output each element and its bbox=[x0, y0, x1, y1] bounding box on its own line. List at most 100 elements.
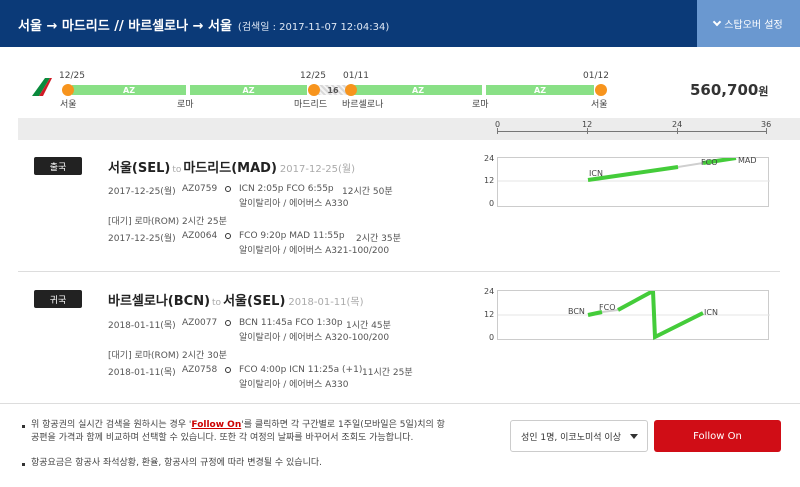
timeline-city: 서울 bbox=[591, 100, 608, 110]
scale-tick bbox=[766, 128, 767, 134]
timeline-city: 서울 bbox=[60, 100, 77, 110]
header-bar bbox=[0, 0, 800, 47]
leg-to-word: to bbox=[212, 298, 222, 308]
scale-tick bbox=[677, 128, 678, 134]
timeline-city: 마드리드 bbox=[294, 100, 328, 110]
circle-icon bbox=[225, 233, 231, 239]
footer-note-2: 항공요금은 항공사 좌석상황, 환율, 항공사의 규정에 따라 변경될 수 있습… bbox=[31, 458, 323, 468]
leg-date: 2018-01-11(목) bbox=[288, 297, 364, 308]
route-text: 서울 → 마드리드 // 바르셀로나 → 서울 bbox=[18, 19, 232, 34]
segment-label-2: AZ bbox=[242, 85, 255, 95]
flight-date: 2017-12-25(월) bbox=[108, 187, 176, 197]
outbound-chart-svg bbox=[498, 158, 770, 182]
flight-duration: 2시간 35분 bbox=[356, 234, 401, 244]
flight-number: AZ0759 bbox=[182, 184, 218, 194]
price-unit: 원 bbox=[758, 85, 769, 98]
timeline-date: 12/25 bbox=[59, 71, 85, 81]
flight-duration: 12시간 50분 bbox=[342, 187, 393, 197]
flight-number: AZ0077 bbox=[182, 318, 218, 328]
flight-airline: 알이탈리아 / 에어버스 A330 bbox=[239, 199, 349, 209]
chart-point-label: ICN bbox=[704, 308, 718, 317]
leg-divider bbox=[18, 271, 780, 272]
chart-y-label: 12 bbox=[484, 176, 495, 185]
time-scale-axis bbox=[497, 131, 767, 132]
flight-date: 2018-01-11(목) bbox=[108, 368, 176, 378]
chart-y-label: 0 bbox=[489, 333, 495, 342]
follow-on-button[interactable]: Follow On bbox=[654, 420, 781, 452]
flight-times: BCN 11:45a FCO 1:30p bbox=[239, 318, 343, 328]
scale-label: 36 bbox=[761, 120, 772, 129]
scale-label: 24 bbox=[672, 120, 683, 129]
timeline-dot bbox=[595, 84, 607, 96]
follow-on-link[interactable]: Follow On bbox=[191, 420, 242, 430]
timeline-date: 01/11 bbox=[343, 71, 369, 81]
chart-point-label: ICN bbox=[589, 169, 603, 178]
chart-point-label: FCO bbox=[701, 158, 718, 167]
stopover-button-label: 스탑오버 설정 bbox=[724, 20, 783, 31]
chart-y-label: 12 bbox=[484, 310, 495, 319]
price-value: 560,700 bbox=[690, 81, 759, 99]
footer-divider bbox=[0, 403, 800, 404]
return-chart-svg bbox=[498, 291, 770, 341]
segment-label-4: AZ bbox=[534, 85, 546, 95]
segment-label-3: AZ bbox=[412, 85, 424, 95]
footer-note-1: 위 항공권의 실시간 검색을 원하시는 경우 'Follow On'를 클릭하면… bbox=[31, 419, 451, 445]
flight-times: FCO 9:20p MAD 11:55p bbox=[239, 231, 345, 241]
timeline-date: 01/12 bbox=[583, 71, 609, 81]
caret-down-icon bbox=[630, 434, 638, 439]
circle-icon bbox=[225, 320, 231, 326]
chevron-down-icon bbox=[713, 17, 722, 27]
leg-from: 서울(SEL) bbox=[108, 161, 171, 176]
stopover-settings-button[interactable]: 스탑오버 설정 bbox=[697, 0, 800, 47]
chart-y-label: 0 bbox=[489, 199, 495, 208]
bullet-icon bbox=[22, 425, 25, 428]
route-title: 서울 → 마드리드 // 바르셀로나 → 서울 (검색일 : 2017-11-07… bbox=[18, 15, 389, 34]
return-badge: 귀국 bbox=[34, 290, 82, 308]
segment-bar-4 bbox=[486, 85, 594, 95]
segment-bar-2 bbox=[190, 85, 307, 95]
flight-times: ICN 2:05p FCO 6:55p bbox=[239, 184, 334, 194]
timeline-city: 로마 bbox=[472, 100, 489, 110]
bullet-icon bbox=[22, 463, 25, 466]
flight-airline: 알이탈리아 / 에어버스 A321-100/200 bbox=[239, 246, 390, 256]
flight-number: AZ0758 bbox=[182, 365, 218, 375]
timeline-dot bbox=[308, 84, 320, 96]
return-mini-chart: BCN FCO ICN bbox=[497, 290, 770, 341]
flight-date: 2018-01-11(목) bbox=[108, 321, 176, 331]
timeline-city: 바르셀로나 bbox=[342, 100, 384, 110]
layover-info: [대기] 로마(ROM) 2시간 30분 bbox=[108, 351, 227, 361]
leg-to: 서울(SEL) bbox=[223, 294, 286, 309]
search-date: (검색일 : 2017-11-07 12:04:34) bbox=[237, 22, 390, 33]
stopover-gap-label: 16 bbox=[327, 85, 339, 95]
return-title: 바르셀로나(BCN) to 서울(SEL) 2018-01-11(목) bbox=[108, 290, 364, 309]
leg-to-word: to bbox=[172, 165, 182, 175]
scale-tick bbox=[587, 128, 588, 134]
select-value: 성인 1명, 이코노미석 이상 bbox=[521, 432, 621, 443]
chart-point-label: MAD bbox=[738, 156, 757, 165]
leg-date: 2017-12-25(월) bbox=[279, 164, 356, 175]
circle-icon bbox=[225, 367, 231, 373]
outbound-title: 서울(SEL) to 마드리드(MAD) 2017-12-25(월) bbox=[108, 157, 355, 176]
flight-date: 2017-12-25(월) bbox=[108, 234, 176, 244]
scale-label: 12 bbox=[582, 120, 593, 129]
note-text: 위 항공권의 실시간 검색을 원하시는 경우 ' bbox=[31, 420, 192, 430]
timeline-dot bbox=[62, 84, 74, 96]
chart-y-label: 24 bbox=[484, 154, 495, 163]
total-price: 560,700원 bbox=[690, 81, 768, 99]
flight-airline: 알이탈리아 / 에어버스 A320-100/200 bbox=[239, 333, 390, 343]
segment-bar-3 bbox=[354, 85, 482, 95]
circle-icon bbox=[225, 186, 231, 192]
leg-from: 바르셀로나(BCN) bbox=[108, 294, 211, 309]
note-text: '를 클릭하면 각 구간별로 1주일(모바일은 5일)치의 항공편을 가격과 함… bbox=[31, 420, 445, 443]
flight-times: FCO 4:00p ICN 11:25a (+1) bbox=[239, 365, 363, 375]
timeline-city: 로마 bbox=[177, 100, 194, 110]
flight-duration: 1시간 45분 bbox=[346, 321, 391, 331]
stopover-gap-bar bbox=[318, 85, 348, 95]
chart-point-label: FCO bbox=[599, 303, 616, 312]
passenger-class-select[interactable]: 성인 1명, 이코노미석 이상 bbox=[510, 420, 648, 452]
flight-number: AZ0064 bbox=[182, 231, 218, 241]
chart-y-label: 24 bbox=[484, 287, 495, 296]
scale-label: 0 bbox=[495, 120, 501, 129]
timeline-dot bbox=[345, 84, 357, 96]
alitalia-logo-icon bbox=[32, 78, 52, 96]
